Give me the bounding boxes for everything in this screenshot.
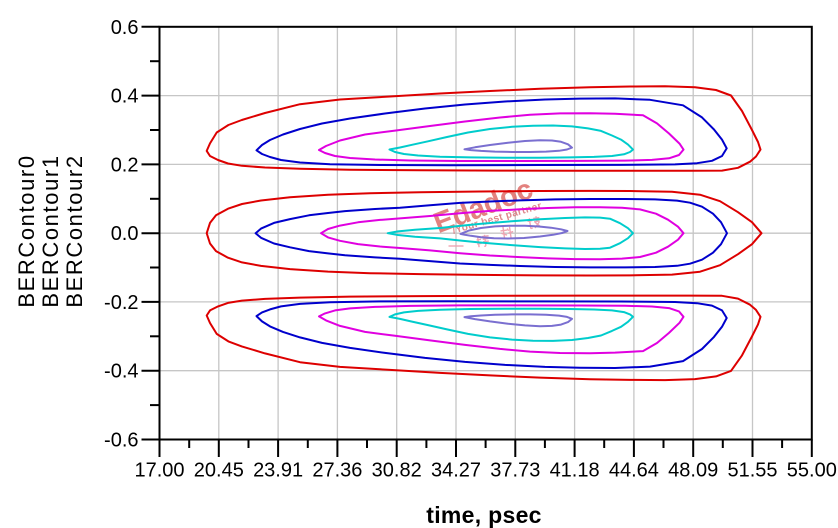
svg-text:BERContour1: BERContour1: [38, 154, 63, 307]
svg-text:23.91: 23.91: [253, 460, 303, 482]
svg-text:0.0: 0.0: [111, 223, 139, 245]
svg-text:37.73: 37.73: [490, 460, 540, 482]
svg-text:55.00: 55.00: [787, 460, 837, 482]
svg-text:27.36: 27.36: [312, 460, 362, 482]
svg-text:-0.2: -0.2: [104, 292, 138, 314]
svg-text:34.27: 34.27: [431, 460, 481, 482]
svg-text:0.2: 0.2: [111, 154, 139, 176]
svg-text:BERContour2: BERContour2: [62, 154, 87, 307]
svg-text:48.09: 48.09: [668, 460, 718, 482]
svg-text:41.18: 41.18: [550, 460, 600, 482]
svg-text:20.45: 20.45: [194, 460, 244, 482]
svg-text:BERContour0: BERContour0: [14, 154, 39, 307]
svg-text:17.00: 17.00: [134, 460, 184, 482]
svg-text:0.6: 0.6: [111, 17, 139, 39]
svg-text:51.55: 51.55: [727, 460, 777, 482]
svg-text:time, psec: time, psec: [426, 502, 542, 528]
svg-text:-0.4: -0.4: [104, 361, 138, 383]
svg-text:44.64: 44.64: [609, 460, 659, 482]
svg-text:-0.6: -0.6: [104, 430, 138, 452]
svg-text:30.82: 30.82: [372, 460, 422, 482]
svg-text:0.4: 0.4: [111, 86, 139, 108]
